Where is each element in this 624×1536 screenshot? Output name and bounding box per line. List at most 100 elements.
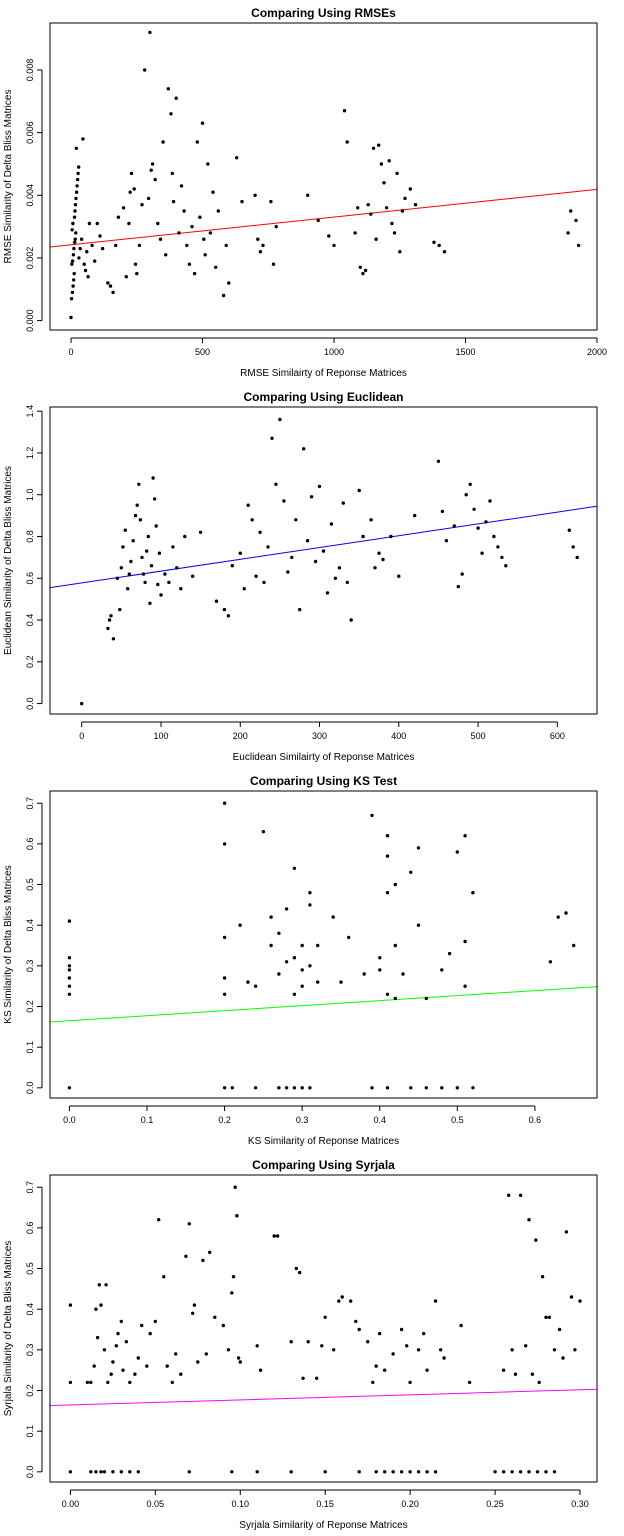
data-point [408,1380,412,1385]
data-point [148,30,152,35]
data-point [284,907,289,911]
data-point [94,1307,98,1311]
data-point [72,271,76,276]
data-point [127,221,131,226]
data-point [152,497,157,501]
x-tick-label: 0.6 [529,1115,542,1125]
data-point [385,834,390,838]
data-point [238,923,242,927]
data-point [140,1323,144,1328]
data-point [564,911,568,915]
data-point [95,1335,100,1340]
data-point [391,1470,395,1474]
data-point [198,215,202,219]
data-point [216,209,220,213]
data-point [316,218,320,223]
data-point [437,243,441,248]
data-point [72,215,77,219]
data-point [321,549,326,553]
data-point [179,184,184,188]
data-point [301,1376,305,1381]
data-point [90,243,94,248]
data-point [182,209,186,213]
data-point [246,503,250,507]
data-point [170,171,174,176]
data-point [488,499,492,503]
data-point [222,935,227,940]
data-point [442,1356,446,1360]
data-point [413,513,417,518]
data-point [460,572,464,576]
data-point [124,1340,129,1344]
data-point [464,493,468,497]
data-point [145,1364,149,1368]
data-point [284,960,289,964]
data-point [106,281,110,285]
data-point [67,976,72,980]
data-point [136,1356,140,1360]
data-point [544,1470,548,1474]
data-point [333,576,338,580]
data-point [440,509,445,514]
data-point [169,112,173,116]
data-point [510,1470,514,1474]
y-tick-label: 0.3 [25,1344,35,1357]
data-point [166,87,170,91]
x-tick-label: 2000 [587,347,607,357]
data-point [127,572,131,576]
data-point [67,964,72,968]
data-point [425,1368,429,1372]
data-point [222,607,227,612]
y-tick-label: 0.4 [25,1303,35,1316]
y-tick-label: 0.7 [25,797,35,810]
data-point [211,190,215,194]
data-point [132,187,136,191]
data-point [68,1380,73,1385]
data-point [332,1348,336,1352]
data-point [119,1319,124,1324]
data-point [391,1352,395,1356]
data-point [200,121,205,125]
data-point [513,1372,518,1376]
data-point [561,1356,565,1360]
data-point [165,1364,169,1368]
data-point [567,528,571,532]
data-point [493,1470,497,1474]
data-point [500,555,504,560]
data-point [213,1315,217,1320]
y-tick-label: 0.6 [25,1222,35,1235]
data-point [400,209,405,213]
data-point [170,1380,174,1385]
y-tick-label: 1.4 [25,405,35,418]
data-point [240,199,244,204]
data-point [129,171,134,176]
data-point [556,915,560,919]
data-point [547,1315,552,1320]
data-point [471,1086,475,1090]
data-point [317,484,322,489]
data-point [277,1086,281,1090]
data-point [206,162,210,166]
data-point [300,984,304,988]
data-point [192,1303,197,1307]
data-point [342,109,347,113]
x-tick-label: 500 [195,347,210,357]
y-axis-label: RMSE Similarity of Delta Bliss Matrices [3,90,14,264]
data-point [300,1086,304,1090]
data-point [306,1340,310,1344]
data-point [77,165,81,169]
data-point [347,935,351,940]
data-point [83,268,88,273]
data-point [226,614,231,618]
data-point [92,1364,96,1368]
x-tick-label: 200 [233,731,248,741]
y-tick-label: 0.4 [25,919,35,932]
chart-title: Comparing Using RMSEs [251,6,396,20]
data-point [72,278,76,282]
data-point [187,262,192,266]
data-point [436,459,441,463]
data-point [202,237,206,241]
data-point [374,237,378,241]
data-point [294,1266,298,1271]
data-point [383,1470,387,1474]
